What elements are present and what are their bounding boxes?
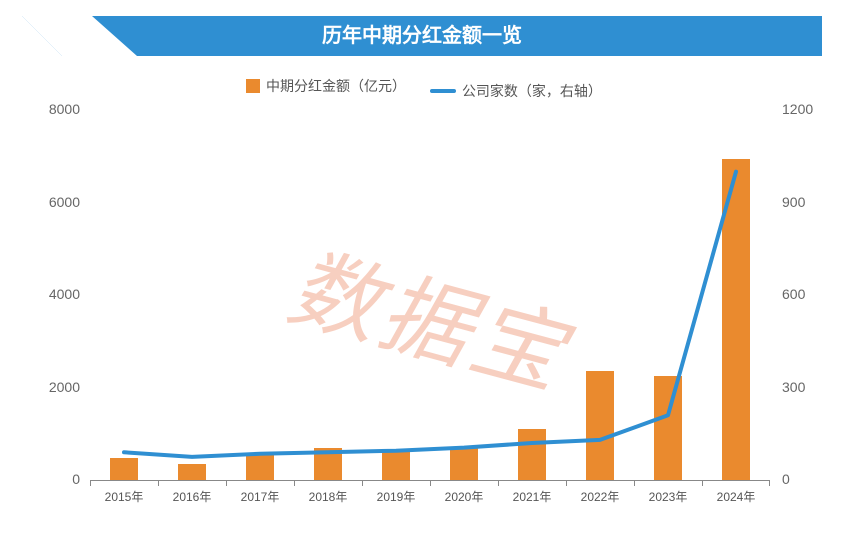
x-tick-mark xyxy=(362,480,363,486)
x-tick-mark xyxy=(226,480,227,486)
bar-swatch-icon xyxy=(246,79,260,93)
legend-bar-label: 中期分红金额（亿元） xyxy=(266,76,406,96)
x-tick-mark xyxy=(769,480,770,486)
y-right-tick-label: 1200 xyxy=(782,101,842,117)
x-tick-mark xyxy=(702,480,703,486)
legend-line-label: 公司家数（家，右轴） xyxy=(462,81,602,101)
y-right-tick-label: 0 xyxy=(782,471,842,487)
legend-item-bar: 中期分红金额（亿元） xyxy=(246,76,406,96)
y-left-tick-label: 6000 xyxy=(20,194,80,210)
x-tick-mark xyxy=(566,480,567,486)
y-right-tick-label: 300 xyxy=(782,379,842,395)
x-tick-label: 2017年 xyxy=(241,488,280,505)
y-left-tick-label: 4000 xyxy=(20,286,80,302)
y-right-tick-label: 600 xyxy=(782,286,842,302)
x-tick-mark xyxy=(430,480,431,486)
y-left-tick-label: 0 xyxy=(20,471,80,487)
x-tick-label: 2024年 xyxy=(717,488,756,505)
x-tick-label: 2019年 xyxy=(377,488,416,505)
x-tick-mark xyxy=(498,480,499,486)
x-tick-label: 2018年 xyxy=(309,488,348,505)
plot-area: 数据宝 02000400060008000030060090012002015年… xyxy=(90,110,770,480)
x-tick-mark xyxy=(634,480,635,486)
chart-container: 历年中期分红金额一览 中期分红金额（亿元） 公司家数（家，右轴） 数据宝 020… xyxy=(0,0,848,552)
x-tick-mark xyxy=(90,480,91,486)
x-tick-label: 2016年 xyxy=(173,488,212,505)
y-right-tick-label: 900 xyxy=(782,194,842,210)
x-tick-label: 2020年 xyxy=(445,488,484,505)
title-banner: 历年中期分红金额一览 xyxy=(22,16,822,56)
x-tick-label: 2022年 xyxy=(581,488,620,505)
x-tick-label: 2023年 xyxy=(649,488,688,505)
y-left-tick-label: 8000 xyxy=(20,101,80,117)
x-tick-mark xyxy=(294,480,295,486)
line-layer xyxy=(90,110,770,480)
x-tick-label: 2021年 xyxy=(513,488,552,505)
legend: 中期分红金额（亿元） 公司家数（家，右轴） xyxy=(0,76,848,101)
line-series xyxy=(124,172,736,457)
x-tick-mark xyxy=(158,480,159,486)
legend-item-line: 公司家数（家，右轴） xyxy=(430,81,602,101)
y-left-tick-label: 2000 xyxy=(20,379,80,395)
x-tick-label: 2015年 xyxy=(105,488,144,505)
line-swatch-icon xyxy=(430,89,456,93)
chart-title: 历年中期分红金额一览 xyxy=(22,16,822,56)
